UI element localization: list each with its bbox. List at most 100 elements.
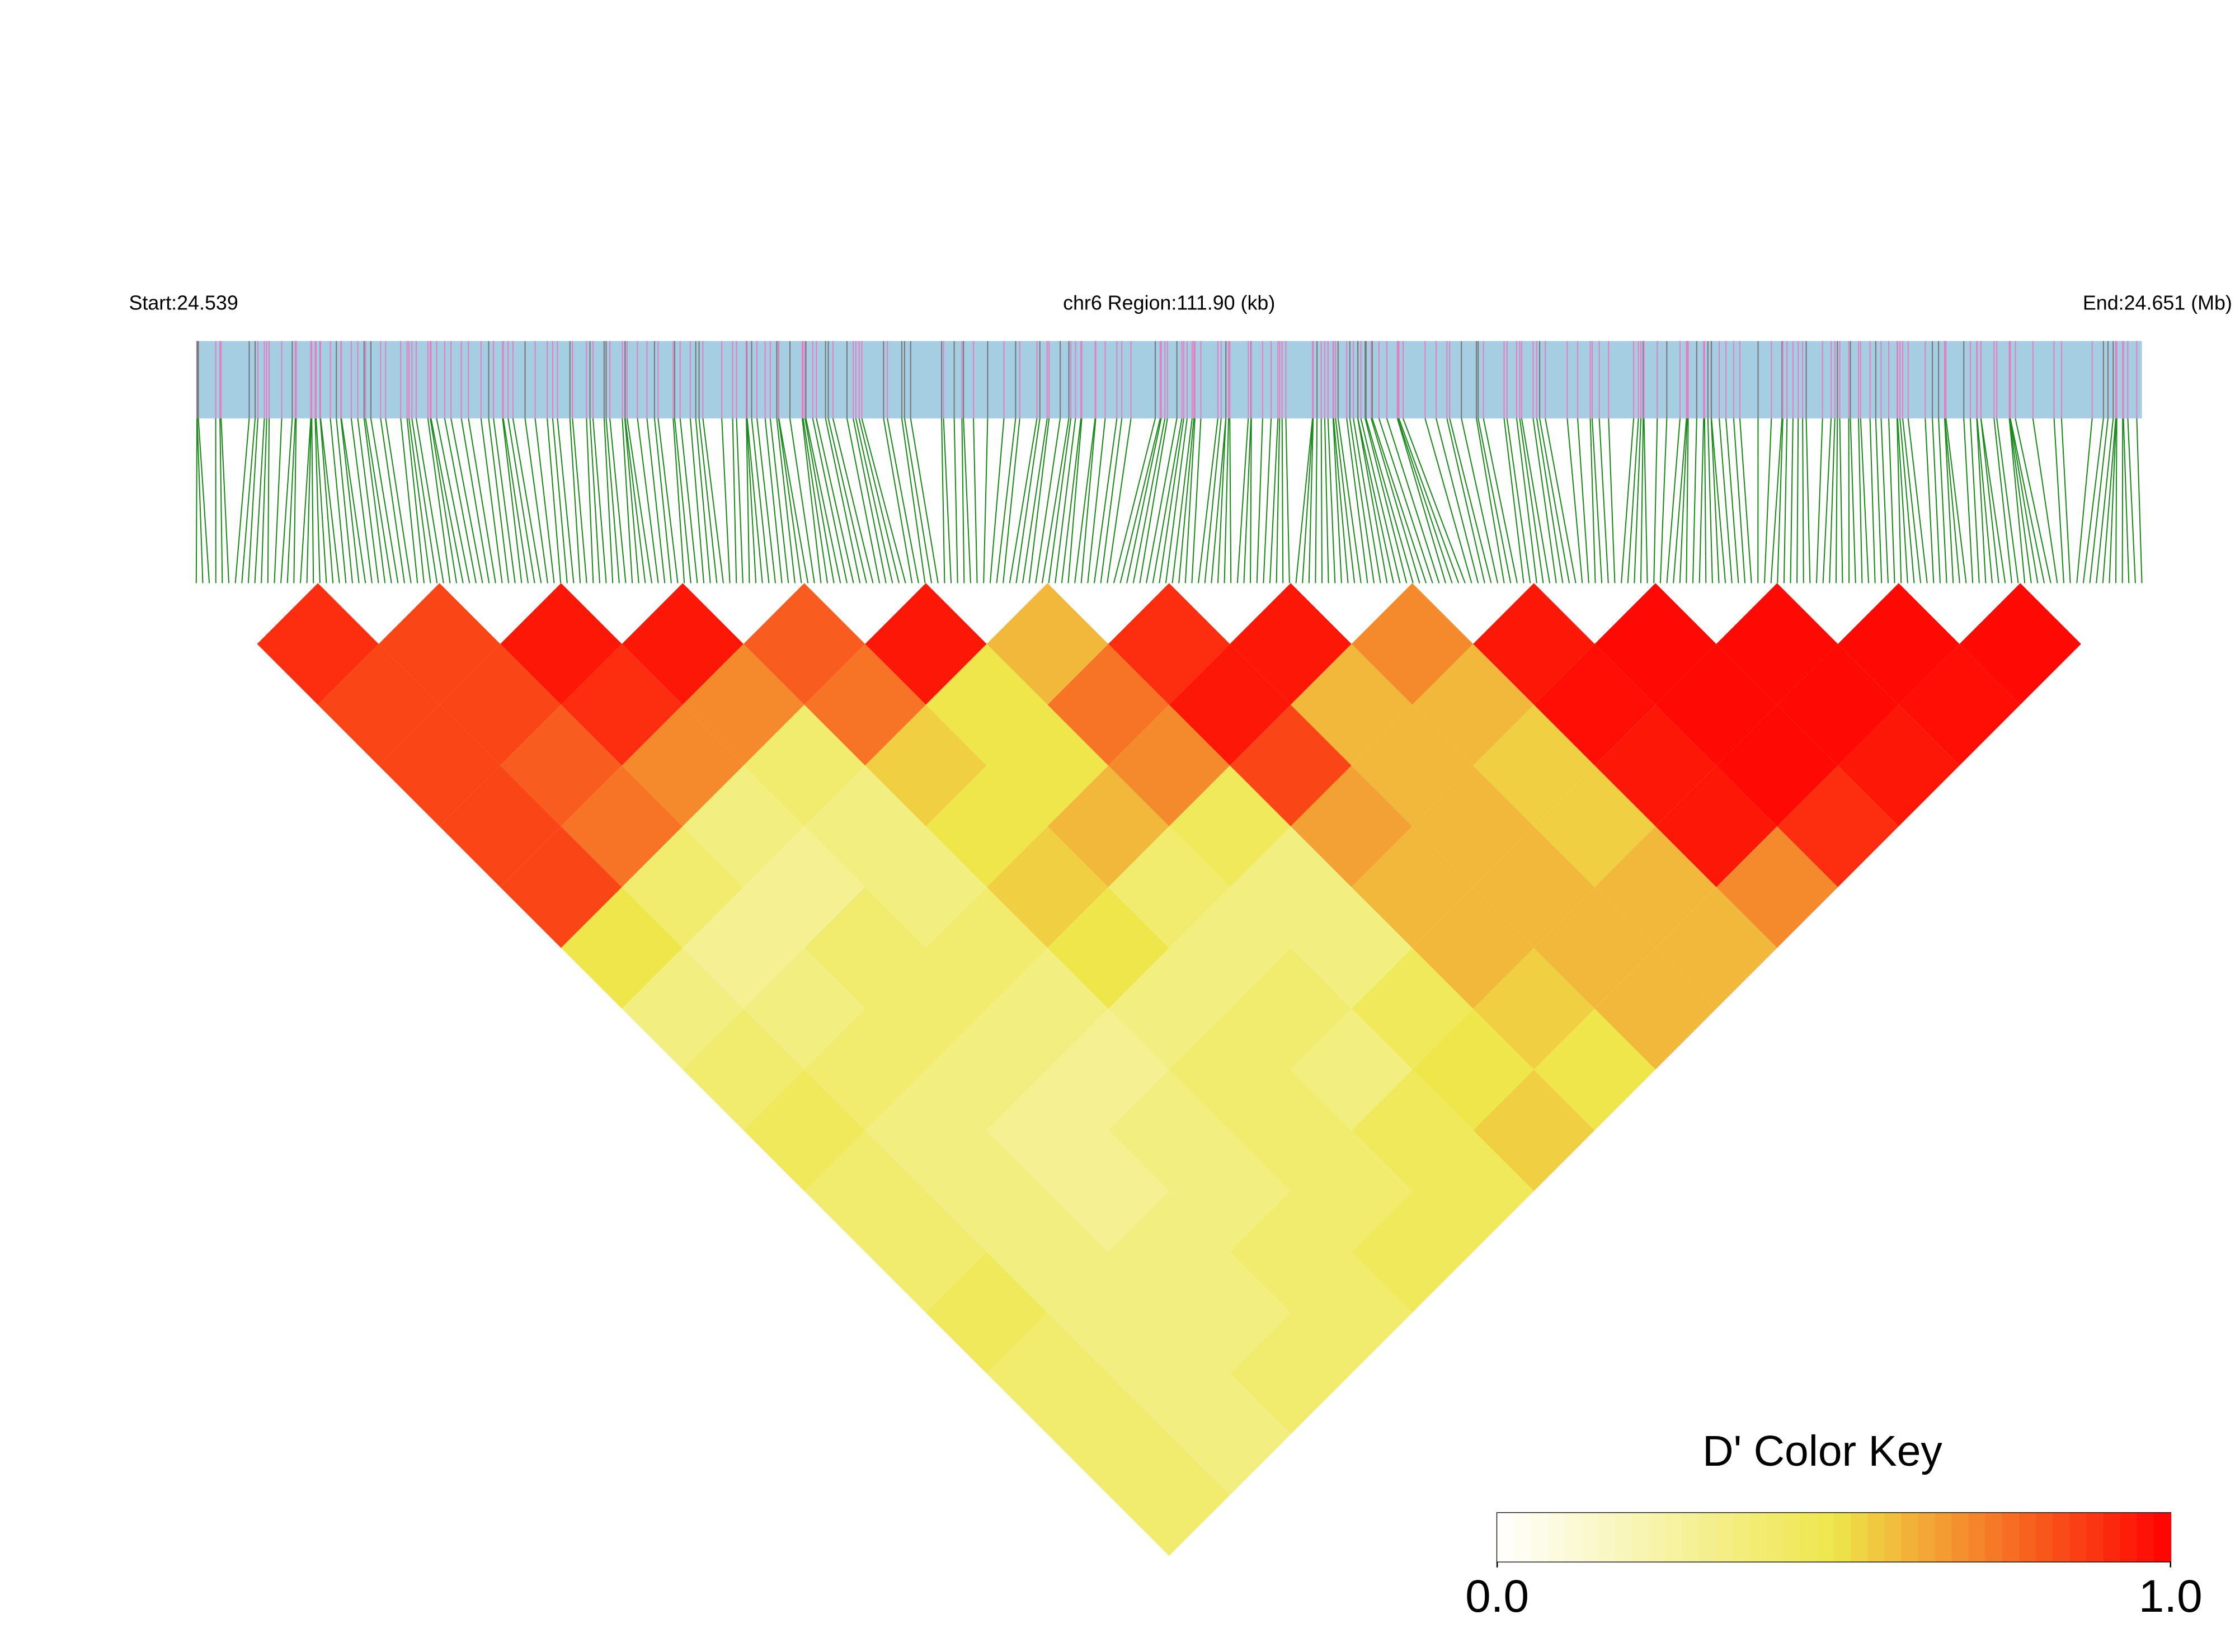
ld-cell <box>925 1130 1048 1252</box>
ld-cell <box>1291 765 1413 887</box>
colorbar-step <box>1833 1513 1852 1562</box>
ld-cell <box>1594 948 1716 1070</box>
snp-connector <box>2109 418 2117 583</box>
colorbar-step <box>1951 1513 1969 1562</box>
snp-connector <box>2089 418 2109 583</box>
snp-connector <box>524 418 548 583</box>
ld-cell <box>1716 826 1838 948</box>
snp-connector <box>746 418 763 583</box>
snp-connector <box>385 418 412 583</box>
snp-connector <box>1335 418 1356 583</box>
snp-connector <box>910 418 939 583</box>
snp-connector <box>306 418 312 583</box>
snp-connector <box>941 418 945 583</box>
snp-connector <box>804 418 835 583</box>
snp-connector <box>2010 418 2045 583</box>
snp-connector <box>1521 418 1551 583</box>
snp-connector <box>415 418 444 583</box>
snp-connector <box>698 418 718 583</box>
snp-connector <box>1969 418 1980 583</box>
colorbar-step <box>1497 1513 1515 1562</box>
snp-connector <box>2015 418 2052 583</box>
colorbar-step <box>1581 1513 1599 1562</box>
snp-connector <box>1932 418 1941 583</box>
snp-connector <box>1860 418 1870 583</box>
ld-cell <box>622 948 744 1070</box>
colorbar-step <box>1598 1513 1616 1562</box>
snp-connector <box>805 418 841 583</box>
snp-connector <box>406 418 425 583</box>
snp-connector <box>1100 418 1123 583</box>
snp-connector <box>1506 418 1531 583</box>
snp-connector <box>1516 418 1537 583</box>
snp-connector <box>512 418 542 583</box>
snp-connector <box>1899 418 1915 583</box>
snp-connector <box>736 418 744 583</box>
snp-connector <box>853 418 887 583</box>
snp-connector <box>1048 418 1072 583</box>
snp-connector <box>195 418 198 583</box>
snp-connector <box>825 418 861 583</box>
snp-connector <box>314 418 321 583</box>
snp-connector <box>502 418 523 583</box>
snp-connector <box>340 418 360 583</box>
snp-connector <box>1925 418 1935 583</box>
snp-connector <box>460 418 490 583</box>
snp-connector <box>1815 418 1823 583</box>
snp-connector <box>2115 418 2118 583</box>
colorbar-step <box>1901 1513 1919 1562</box>
snp-connector <box>1591 418 1603 583</box>
snp-connector <box>1880 418 1889 583</box>
snp-connector <box>1184 418 1196 583</box>
colorbar-step <box>2137 1513 2154 1562</box>
snp-connector <box>1324 418 1329 583</box>
snp-connector <box>1333 418 1349 583</box>
snp-connector <box>589 418 600 583</box>
ld-cell <box>1291 1009 1413 1131</box>
snp-connector <box>363 418 386 583</box>
snp-connector <box>756 418 777 583</box>
snp-connector <box>1360 418 1401 583</box>
colorbar-step <box>2069 1513 2087 1562</box>
snp-connector <box>365 418 392 583</box>
snp-connector <box>1711 418 1726 583</box>
snp-connector <box>624 418 646 583</box>
snp-track <box>196 341 2142 418</box>
snp-connector <box>1822 418 1832 583</box>
snp-connector <box>605 418 620 583</box>
snp-connector <box>2032 418 2058 583</box>
snp-connector <box>267 418 270 583</box>
snp-connector <box>2060 418 2071 583</box>
ld-cell <box>1169 887 1291 1009</box>
colorbar-step <box>2153 1513 2172 1562</box>
snp-connector <box>1093 418 1118 583</box>
snp-connector <box>1896 418 1902 583</box>
snp-connector <box>689 418 705 583</box>
snp-connector <box>1178 418 1195 583</box>
snp-connector <box>1145 418 1178 583</box>
snp-connector <box>609 418 627 583</box>
snp-connector <box>827 418 867 583</box>
snp-connector <box>2082 418 2104 583</box>
snp-connector <box>861 418 906 583</box>
colorbar-step <box>2036 1513 2054 1562</box>
snp-connector <box>1211 418 1227 583</box>
snp-connector <box>1302 418 1314 583</box>
snp-connector <box>1398 418 1460 583</box>
snp-connector <box>1171 418 1193 583</box>
ld-cell <box>1047 1373 1169 1495</box>
snp-connector <box>1022 418 1048 583</box>
snp-connector <box>1276 418 1281 583</box>
snp-connector <box>430 418 464 583</box>
ld-cell <box>804 1130 926 1252</box>
snp-connector <box>400 418 418 583</box>
snp-connector <box>1236 418 1249 583</box>
snp-connector <box>646 418 666 583</box>
snp-connector <box>1332 418 1342 583</box>
snp-connector <box>1869 418 1876 583</box>
snp-connector <box>1159 418 1184 583</box>
snp-connector <box>1285 418 1290 583</box>
ld-cell <box>1169 644 1291 766</box>
ld-cell <box>1169 1009 1291 1131</box>
